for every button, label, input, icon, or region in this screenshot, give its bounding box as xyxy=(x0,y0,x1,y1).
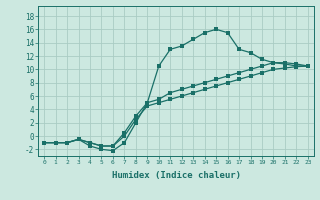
X-axis label: Humidex (Indice chaleur): Humidex (Indice chaleur) xyxy=(111,171,241,180)
